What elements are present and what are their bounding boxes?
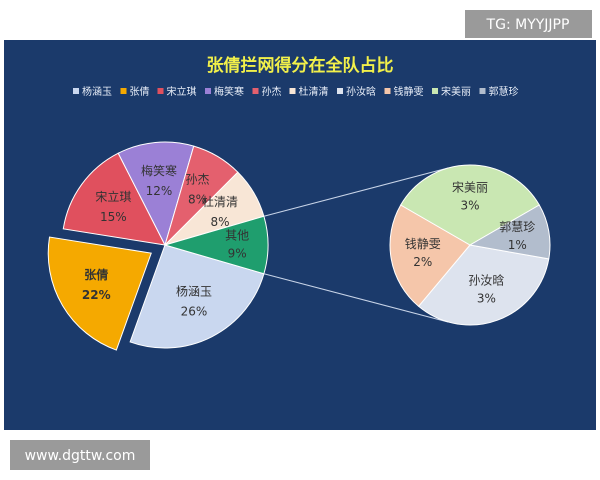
legend-swatch (73, 88, 79, 94)
slice-label: 宋美丽 (452, 180, 488, 195)
legend-swatch (120, 88, 127, 94)
legend-label: 梅笑寒 (214, 85, 244, 98)
pie-slice (400, 164, 540, 246)
slice-value-label: 3% (460, 199, 479, 213)
slice-label: 孙杰 (185, 173, 209, 187)
legend-label: 杨涵玉 (82, 85, 112, 98)
pie-slice (389, 204, 471, 307)
legend-swatch (289, 88, 296, 94)
pie-slice (117, 141, 195, 247)
legend-swatch (157, 88, 164, 94)
pie-slice (417, 244, 550, 326)
legend-label: 杜清清 (299, 85, 329, 98)
watermark-box (10, 440, 150, 470)
slice-label: 宋立琪 (95, 189, 131, 204)
slice-value-label: 2% (413, 255, 432, 269)
legend-swatch (337, 88, 343, 94)
watermark: www.dgttw.com (25, 448, 136, 464)
slice-label: 杜清清 (202, 194, 238, 209)
slice-value-label: 12% (146, 184, 173, 198)
slice-label: 孙汝晗 (468, 273, 504, 288)
slice-value-label: 15% (100, 210, 127, 224)
slice-value-label: 9% (228, 247, 247, 261)
legend-label: 钱静雯 (394, 85, 424, 98)
pie-slice (468, 204, 551, 260)
slice-label: 郭慧珍 (499, 219, 535, 234)
legend-swatch (205, 88, 211, 94)
connector-line (263, 273, 449, 323)
slice-value-label: 1% (508, 238, 527, 252)
slice-label: 梅笑寒 (141, 163, 177, 178)
legend-swatch (432, 88, 438, 94)
legend-label: 宋美丽 (441, 85, 471, 98)
slice-value-label: 8% (188, 193, 207, 207)
watermark-box (465, 10, 592, 38)
legend-swatch (384, 88, 391, 94)
legend-label: 孙汝晗 (346, 85, 376, 98)
slice-label: 张倩 (84, 267, 108, 282)
watermark: TG: MYYJJPP (486, 17, 570, 33)
slice-value-label: 8% (210, 215, 229, 229)
slice-label: 其他 (225, 229, 249, 243)
pie-slice (62, 152, 166, 246)
legend-label: 郭慧珍 (489, 85, 519, 98)
slice-value-label: 22% (82, 288, 111, 302)
chart-title: 张倩拦网得分在全队占比 (207, 55, 394, 76)
connector-line (263, 167, 449, 217)
slice-value-label: 26% (181, 304, 208, 318)
slice-label: 杨涵玉 (176, 283, 212, 298)
legend-label: 张倩 (130, 85, 150, 98)
slice-label: 钱静雯 (405, 236, 441, 251)
legend-label: 宋立琪 (167, 85, 197, 98)
slice-value-label: 3% (477, 292, 496, 306)
legend-swatch (252, 88, 259, 94)
legend-swatch (479, 88, 486, 94)
pie-slice (129, 244, 265, 349)
pie-slice (47, 236, 152, 351)
legend-label: 孙杰 (262, 85, 282, 98)
